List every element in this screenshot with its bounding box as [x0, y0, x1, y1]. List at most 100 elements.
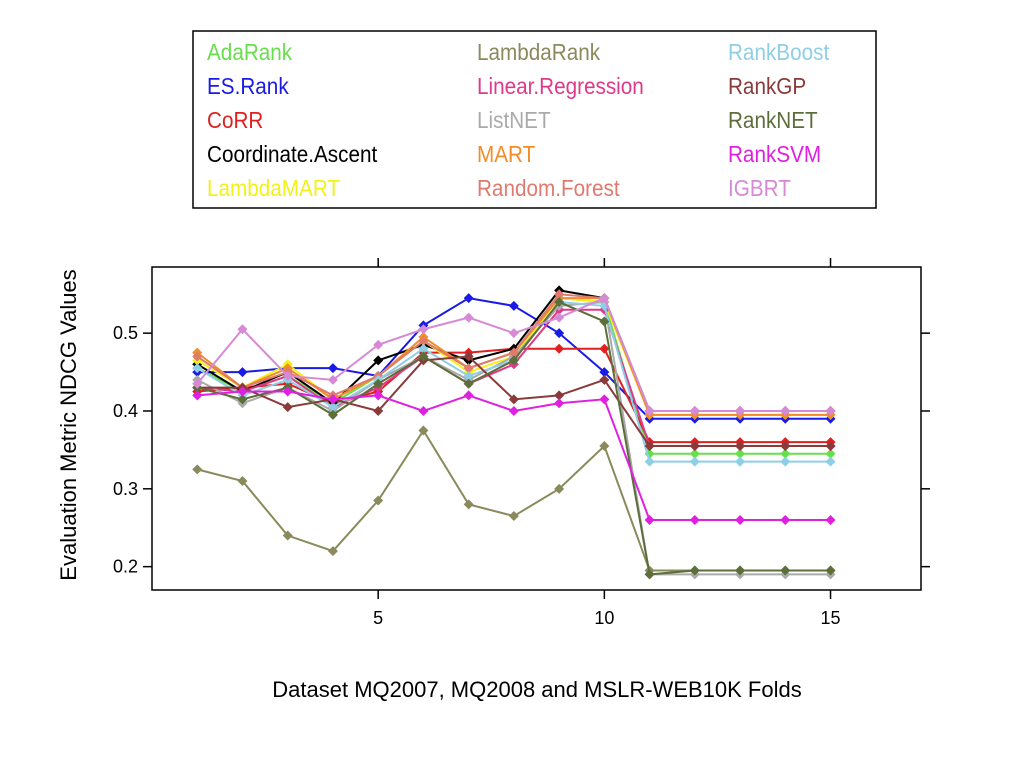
- data-point: [735, 405, 746, 416]
- series-line: [196, 300, 831, 576]
- data-point: [644, 514, 655, 525]
- data-point: [192, 378, 203, 389]
- series-line: [196, 428, 831, 572]
- legend-entry: CoRR: [207, 107, 263, 133]
- data-point: [825, 456, 836, 467]
- data-point: [418, 405, 429, 416]
- data-point: [735, 441, 746, 452]
- series-igbrt: [192, 293, 836, 416]
- data-point: [599, 394, 610, 405]
- data-point: [780, 565, 791, 576]
- y-tick-label: 0.5: [113, 323, 138, 343]
- data-point: [825, 441, 836, 452]
- data-point: [825, 514, 836, 525]
- data-point: [373, 355, 384, 366]
- legend-entry: IGBRT: [728, 175, 791, 201]
- data-point: [780, 514, 791, 525]
- data-point: [554, 289, 565, 300]
- y-tick-label: 0.2: [113, 557, 138, 577]
- legend: AdaRank ES.Rank CoRR Coordinate.Ascent Lambd…: [192, 30, 877, 209]
- data-point: [418, 335, 429, 346]
- data-point: [689, 514, 700, 525]
- data-point: [735, 448, 746, 459]
- legend-entry: MART: [477, 141, 535, 167]
- data-point: [463, 370, 474, 381]
- data-point: [327, 409, 338, 420]
- data-point: [237, 394, 248, 405]
- data-point: [599, 343, 610, 354]
- data-point: [237, 324, 248, 335]
- data-point: [780, 441, 791, 452]
- data-point: [463, 351, 474, 362]
- data-point: [780, 456, 791, 467]
- legend-entry: RankNET: [728, 107, 818, 133]
- legend-entry: Linear.Regression: [477, 73, 644, 99]
- legend-entry: RankSVM: [728, 141, 821, 167]
- data-point: [508, 328, 519, 339]
- data-point: [282, 370, 293, 381]
- data-point: [689, 405, 700, 416]
- data-point: [508, 405, 519, 416]
- data-point: [463, 363, 474, 374]
- x-axis-label: Dataset MQ2007, MQ2008 and MSLR-WEB10K F…: [272, 677, 801, 702]
- legend-entry: AdaRank: [207, 39, 292, 65]
- y-tick-label: 0.4: [113, 401, 138, 421]
- legend-entry: ES.Rank: [207, 73, 289, 99]
- data-point: [508, 394, 519, 405]
- data-point: [554, 297, 565, 308]
- legend-entry: LambdaRank: [477, 39, 600, 65]
- data-point: [825, 448, 836, 459]
- data-point: [508, 355, 519, 366]
- data-point: [554, 312, 565, 323]
- data-point: [825, 565, 836, 576]
- data-point: [599, 374, 610, 385]
- data-point: [192, 464, 203, 475]
- data-point: [237, 367, 248, 378]
- data-point: [282, 386, 293, 397]
- legend-entry: Random.Forest: [477, 175, 620, 201]
- data-point: [689, 456, 700, 467]
- data-point: [599, 441, 610, 452]
- legend-entry: RankBoost: [728, 39, 829, 65]
- data-point: [418, 343, 429, 354]
- data-point: [644, 569, 655, 580]
- legend-entry: LambdaMART: [207, 175, 340, 201]
- data-point: [644, 441, 655, 452]
- data-point: [463, 499, 474, 510]
- data-point: [689, 441, 700, 452]
- x-tick-label: 5: [373, 608, 383, 628]
- data-point: [689, 448, 700, 459]
- data-point: [418, 351, 429, 362]
- data-point: [282, 530, 293, 541]
- data-point: [418, 324, 429, 335]
- data-point: [644, 405, 655, 416]
- y-tick-label: 0.3: [113, 479, 138, 499]
- data-point: [780, 448, 791, 459]
- data-point: [237, 476, 248, 487]
- x-tick-label: 10: [594, 608, 614, 628]
- data-point: [192, 363, 203, 374]
- data-point: [463, 378, 474, 389]
- plot-area: [192, 285, 836, 580]
- data-point: [192, 390, 203, 401]
- data-point: [373, 390, 384, 401]
- data-point: [463, 312, 474, 323]
- legend-entry: Coordinate.Ascent: [207, 141, 377, 167]
- series-rankgp: [192, 351, 836, 452]
- data-point: [735, 456, 746, 467]
- data-point: [327, 363, 338, 374]
- data-point: [554, 328, 565, 339]
- data-point: [780, 405, 791, 416]
- data-point: [327, 546, 338, 557]
- data-point: [418, 425, 429, 436]
- series-line: [196, 300, 831, 576]
- data-point: [508, 300, 519, 311]
- plot-frame: [151, 266, 922, 591]
- series-lambdarank: [192, 425, 836, 576]
- data-point: [689, 565, 700, 576]
- y-axis-label: Evaluation Metric NDCG Values: [56, 269, 81, 580]
- series-line: [196, 300, 831, 463]
- data-point: [373, 495, 384, 506]
- data-point: [373, 339, 384, 350]
